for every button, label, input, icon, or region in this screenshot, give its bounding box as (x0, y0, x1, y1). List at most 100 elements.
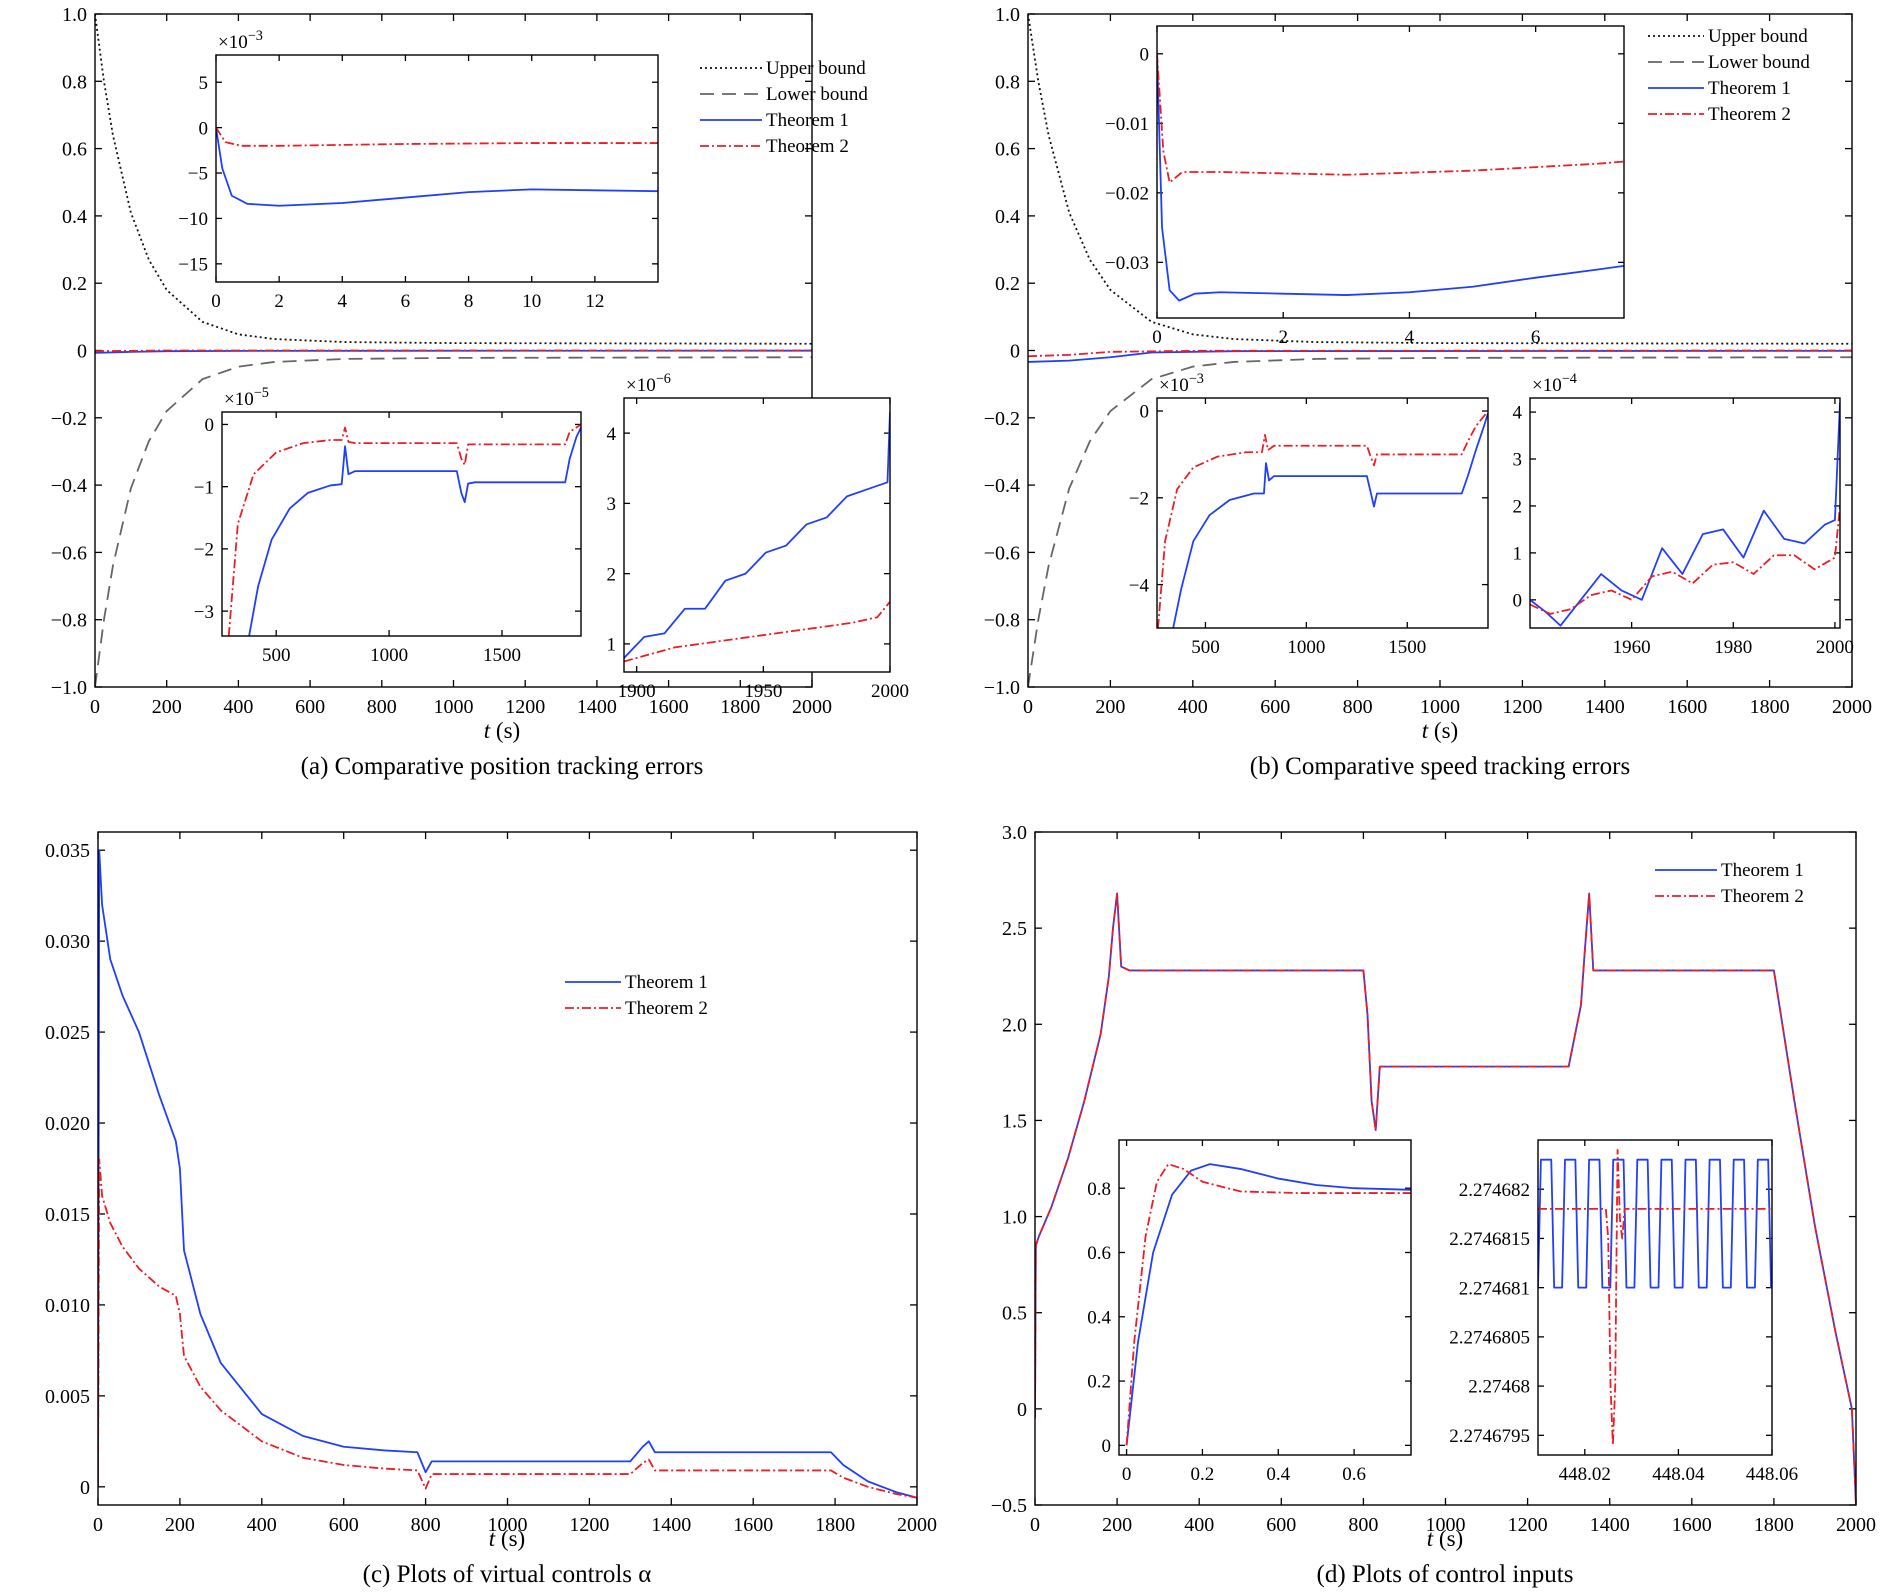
x-tick-label: 1000 (434, 696, 474, 718)
series-theorem-1-line (1172, 412, 1488, 628)
main-series (1035, 892, 1856, 1505)
y-tick-label: 0.6 (1087, 1243, 1111, 1264)
y-tick-label: 3.0 (1002, 822, 1027, 844)
inset-series (1125, 1163, 1411, 1446)
inset-series (216, 127, 658, 207)
x-tick-label: 2000 (871, 681, 909, 702)
y-tick-label: 2.5 (1002, 918, 1027, 940)
main-series (1028, 14, 1852, 687)
y-tick-label: 0.030 (45, 931, 90, 953)
y-tick-label: 0.015 (45, 1204, 90, 1226)
x-tick-label: 200 (1095, 696, 1125, 718)
main-plot-frame (94, 13, 813, 688)
panel-caption: (a) Comparative position tracking errors (301, 753, 704, 780)
y-tick-label: 0 (1140, 402, 1150, 423)
x-axis-label-var: t (1427, 1526, 1434, 1551)
x-tick-label: 1600 (1672, 1514, 1712, 1536)
series-theorem-1-line (98, 849, 917, 1499)
y-tick-label: −0.03 (1105, 253, 1149, 274)
y-tick-label: 0.025 (45, 1022, 90, 1044)
x-axis-label-unit: (s) (1433, 1526, 1463, 1551)
x-tick-label: 1500 (1388, 637, 1426, 658)
x-axis-label-unit: (s) (490, 718, 520, 743)
x-tick-label: 448.02 (1559, 1464, 1611, 1485)
panels: 0 200 400 600 800 1000 1200 1400 1600 1800 2000−1.… (45, 4, 1876, 1588)
y-tick-label: −0.01 (1105, 114, 1149, 135)
y-tick-label: 1.0 (1002, 1207, 1027, 1229)
y-tick-label: 2 (1513, 497, 1523, 518)
series-theorem-1-line (248, 427, 581, 636)
inset-plot: 0 2 4 6 0 −0.01 −0.02 −0.03 (1105, 25, 1625, 348)
x-tick-label: 1900 (618, 681, 656, 702)
y-tick-label: 0.2 (1087, 1372, 1111, 1393)
y-tick-label: 0.4 (62, 206, 87, 228)
panel-c: 0 200 400 600 800 1000 1200 1400 1600 1800 2000 0 0.… (45, 831, 937, 1588)
x-tick-label: 600 (1266, 1514, 1296, 1536)
series-theorem-2-line (1157, 53, 1624, 184)
series-theorem-2-line (1125, 1163, 1411, 1446)
axis-multiplier-label: ×10−4 (1532, 371, 1577, 396)
x-tick-label: 1000 (488, 1514, 528, 1536)
x-axis-label: t (s) (1422, 718, 1458, 743)
y-tick-label: 0.010 (45, 1295, 90, 1317)
y-tick-label: 0.8 (1087, 1179, 1111, 1200)
y-tick-label: 0 (1010, 341, 1020, 363)
legend: Upper bound Lower bound Theorem 1 Theorem 2 (1648, 26, 1810, 125)
y-tick-label: 0.4 (1087, 1307, 1111, 1328)
inset-plot: 1900 1950 2000 1 2 3 4 ×10−6 (607, 371, 910, 702)
inset-plot: 0 0.2 0.4 0.6 0 0.2 0.4 0.6 0.8 (1087, 1139, 1412, 1485)
x-tick-label: 1800 (720, 696, 760, 718)
series-theorem-2-line (98, 1158, 917, 1499)
y-tick-label: −0.8 (984, 610, 1020, 632)
inset-series (1157, 53, 1624, 302)
x-tick-label: 1600 (1667, 696, 1707, 718)
x-tick-label: 0 (1122, 1464, 1132, 1485)
multiplier-exponent: −3 (1189, 371, 1204, 387)
x-tick-label: 6 (1531, 327, 1541, 348)
x-tick-label: 2 (274, 291, 284, 312)
x-tick-label: 10 (522, 291, 541, 312)
x-tick-label: 800 (367, 696, 397, 718)
y-tick-label: −0.8 (51, 610, 87, 632)
inset-plot-frame (1529, 397, 1841, 629)
inset-plot-frame (1156, 25, 1625, 319)
x-tick-label: 0 (93, 1514, 103, 1536)
x-tick-label: 1400 (1590, 1514, 1630, 1536)
x-tick-label: 800 (1343, 696, 1373, 718)
series-theorem-2-line (227, 423, 581, 636)
legend-entry-label: Theorem 2 (1721, 886, 1804, 907)
y-tick-label: 1.0 (62, 4, 87, 26)
multiplier-base: ×10 (224, 389, 254, 410)
x-axis-label-var: t (484, 718, 491, 743)
inset-plot-frame (623, 397, 891, 673)
series-theorem-1-line (1125, 1163, 1411, 1446)
series-theorem-2-line (95, 349, 812, 353)
inset-plot: 448.02 448.04 448.06 2.2746795 2.27468 2.2746… (1449, 1139, 1798, 1485)
y-tick-label: −0.6 (984, 542, 1020, 564)
panel-caption: (b) Comparative speed tracking errors (1250, 753, 1630, 780)
y-tick-label: 2.274682 (1459, 1180, 1530, 1201)
x-tick-label: 600 (1260, 696, 1290, 718)
series-theorem-2-line (1538, 1148, 1772, 1447)
y-tick-label: −0.4 (984, 475, 1020, 497)
multiplier-base: ×10 (1159, 375, 1189, 396)
x-tick-label: 1200 (569, 1514, 609, 1536)
x-tick-label: 448.06 (1746, 1464, 1798, 1485)
x-tick-label: 1600 (649, 696, 689, 718)
main-plot-area (98, 832, 917, 1505)
y-tick-label: 0.005 (45, 1386, 90, 1408)
multiplier-base: ×10 (1532, 375, 1562, 396)
x-tick-label: 8 (464, 291, 474, 312)
x-tick-label: 1800 (1754, 1514, 1794, 1536)
y-tick-label: 0 (1513, 590, 1523, 611)
x-tick-label: 600 (295, 696, 325, 718)
x-tick-label: 0 (1152, 327, 1162, 348)
inset-series (1157, 410, 1488, 628)
axis-multiplier-label: ×10−3 (218, 28, 263, 53)
x-tick-label: 1960 (1613, 637, 1651, 658)
inset-plot-frame (221, 411, 582, 637)
main-plot-frame (97, 831, 918, 1506)
y-tick-label: −0.6 (51, 542, 87, 564)
axis-multiplier-label: ×10−3 (1159, 371, 1204, 396)
